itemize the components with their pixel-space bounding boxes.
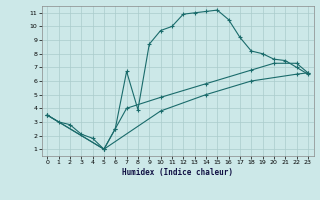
X-axis label: Humidex (Indice chaleur): Humidex (Indice chaleur): [122, 168, 233, 177]
